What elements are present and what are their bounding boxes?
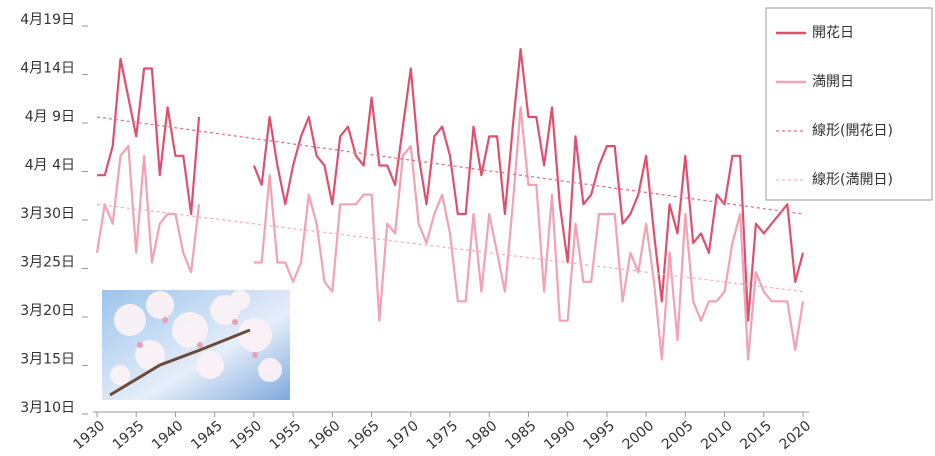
y-tick-label: 4月 4日	[25, 158, 75, 174]
y-tick-label: 4月14日	[20, 61, 75, 77]
y-tick-label: 3月30日	[20, 206, 75, 222]
legend-box	[765, 7, 933, 201]
x-tick-label: 1955	[267, 418, 305, 453]
x-tick-label: 1945	[188, 418, 226, 453]
x-tick-label: 1980	[463, 418, 501, 453]
legend-label: 線形(開花日)	[812, 123, 893, 139]
x-tick-label: 1940	[149, 418, 187, 453]
x-tick-label: 1935	[110, 418, 148, 453]
x-tick-label: 2010	[698, 418, 736, 453]
x-tick-label: 2000	[620, 418, 658, 453]
y-tick-label: 4月 9日	[25, 109, 75, 125]
legend-label: 開花日	[812, 25, 854, 41]
y-tick-label: 3月20日	[20, 303, 75, 319]
x-tick-label: 2020	[777, 418, 815, 453]
trend-line	[96, 116, 804, 215]
x-tick-label: 1960	[306, 418, 344, 453]
x-tick-label: 1970	[384, 418, 422, 453]
y-tick-label: 3月15日	[20, 352, 75, 368]
series-line	[95, 106, 805, 361]
x-tick-label: 1990	[541, 418, 579, 453]
y-tick-label: 4月19日	[20, 12, 75, 28]
legend-label: 線形(満開日)	[812, 172, 893, 188]
photo-inset	[102, 290, 290, 400]
x-tick-label: 1930	[71, 418, 109, 453]
x-tick-label: 1985	[502, 418, 540, 453]
x-tick-label: 2005	[659, 418, 697, 453]
series-line	[97, 48, 805, 322]
x-tick-label: 1950	[227, 418, 265, 453]
trend-line	[96, 203, 804, 293]
y-tick-label: 3月10日	[20, 400, 75, 416]
legend-label: 満開日	[812, 74, 854, 90]
x-tick-label: 2015	[737, 418, 775, 453]
x-tick-label: 1995	[580, 418, 618, 453]
x-tick-label: 1965	[345, 418, 383, 453]
x-tick-label: 1975	[424, 418, 462, 453]
y-tick-label: 3月25日	[20, 255, 75, 271]
